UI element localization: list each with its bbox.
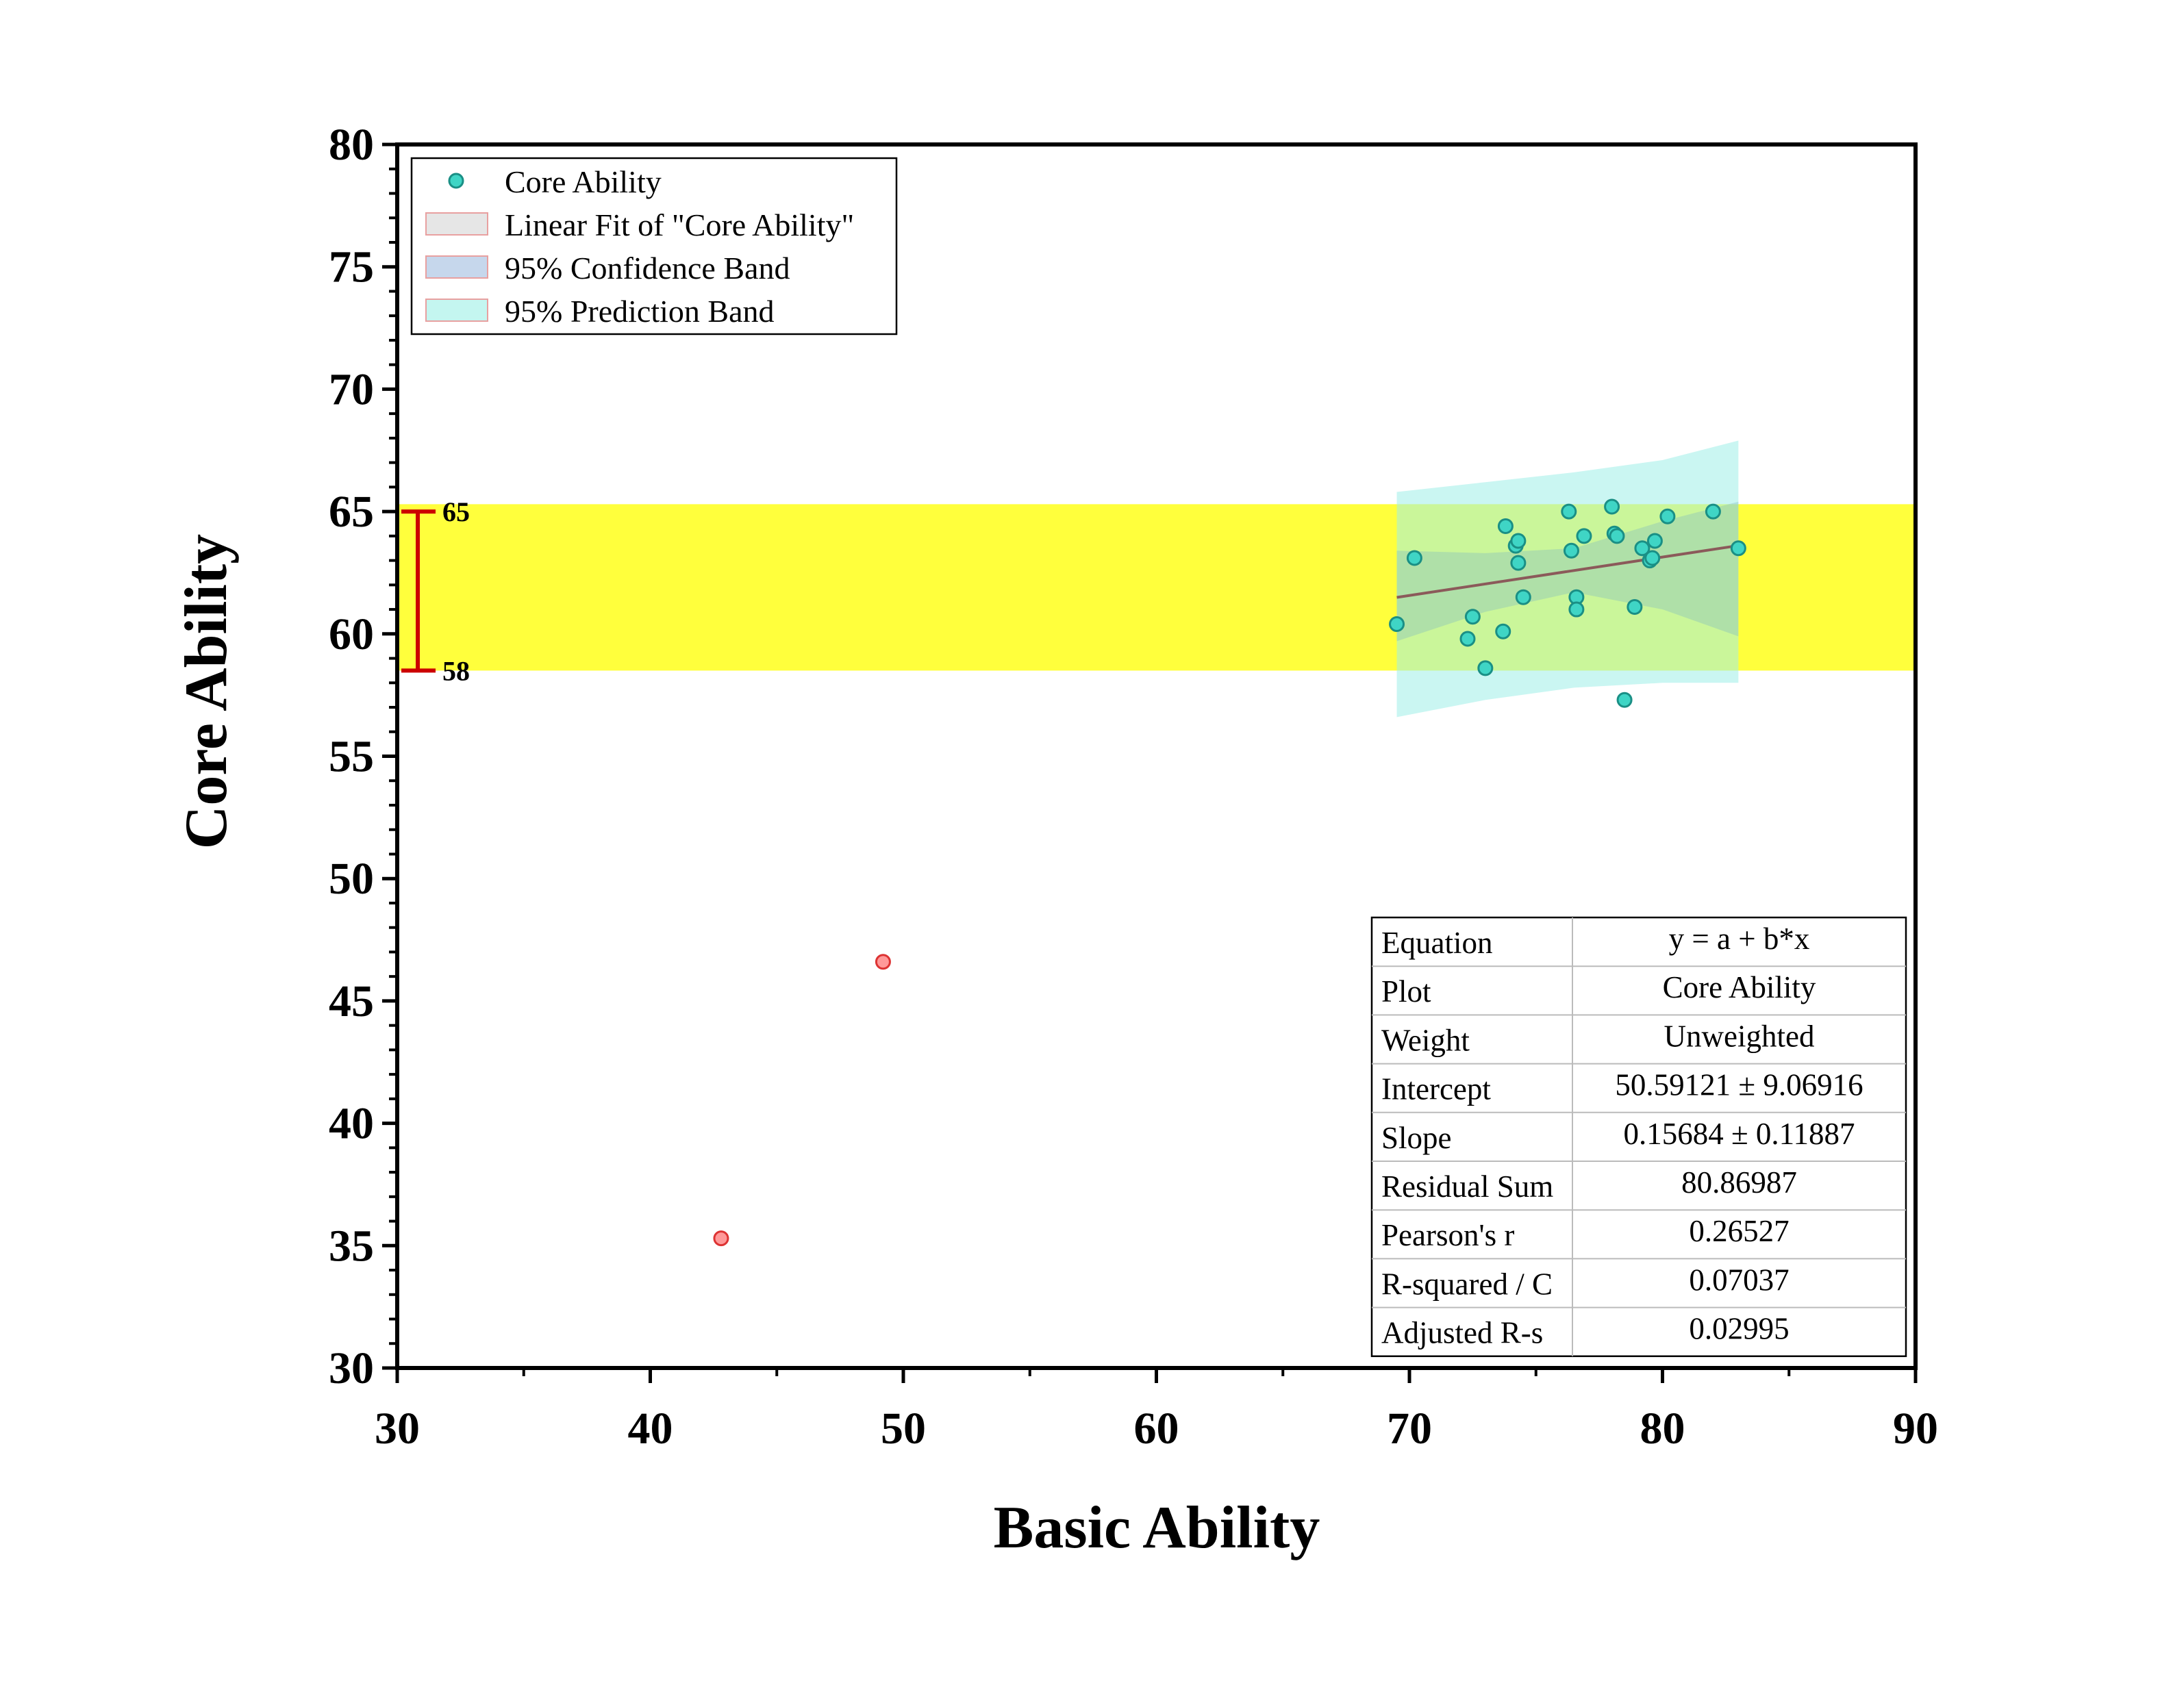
y-tick-label: 35 — [329, 1221, 374, 1271]
legend-marker — [448, 173, 464, 189]
data-point — [1510, 533, 1527, 549]
y-tick-label: 80 — [329, 120, 374, 170]
stats-row-label: Pearson's r — [1381, 1218, 1514, 1252]
data-point — [1627, 598, 1643, 615]
stats-row-label: Equation — [1381, 926, 1492, 960]
data-point — [1515, 589, 1531, 605]
legend-swatch — [425, 299, 488, 322]
data-point — [1646, 533, 1663, 549]
data-point — [1477, 660, 1494, 676]
y-tick-label: 65 — [329, 487, 374, 537]
data-point — [1464, 609, 1481, 625]
legend-box — [410, 157, 898, 335]
stats-row-value: 50.59121 ± 9.06916 — [1615, 1068, 1863, 1102]
data-point — [1459, 631, 1476, 647]
y-tick-label: 40 — [329, 1099, 374, 1149]
plot-layer: 65 58 30 40 50 60 70 80 90 30 35 40 45 50 55 60 65 70 75 80… — [329, 120, 1938, 1454]
data-point — [1563, 542, 1579, 559]
data-point — [1659, 508, 1676, 524]
data-point — [1510, 555, 1527, 571]
legend-swatch — [425, 212, 488, 236]
data-point — [1497, 518, 1514, 535]
x-tick-label: 90 — [1893, 1404, 1938, 1454]
y-tick-label: 55 — [329, 732, 374, 782]
data-point — [1730, 540, 1746, 557]
y-axis-title: Core Ability — [173, 534, 240, 849]
stats-row-label: Slope — [1381, 1121, 1452, 1155]
data-point — [1705, 503, 1721, 520]
stats-row-value: 0.26527 — [1689, 1214, 1789, 1248]
x-tick-label: 50 — [881, 1404, 926, 1454]
stats-row-label: Residual Sum — [1381, 1169, 1553, 1204]
stats-table — [1370, 916, 1907, 1358]
data-point — [1644, 550, 1661, 566]
data-point — [1389, 616, 1405, 633]
legend-label: Core Ability — [505, 164, 662, 199]
x-tick-label: 40 — [628, 1404, 673, 1454]
x-tick-label: 80 — [1640, 1404, 1685, 1454]
stats-row-label: Adjusted R-s — [1381, 1316, 1543, 1350]
x-tick-label: 60 — [1134, 1404, 1179, 1454]
legend-label: 95% Confidence Band — [505, 251, 790, 286]
x-axis-title: Basic Ability — [994, 1495, 1320, 1561]
y-tick-label: 30 — [329, 1343, 374, 1393]
stats-row-label: Plot — [1381, 974, 1431, 1009]
data-point — [1576, 528, 1592, 544]
prediction-band — [1396, 440, 1739, 718]
bracket-top-label: 65 — [442, 496, 470, 527]
y-tick-label: 75 — [329, 242, 374, 292]
y-tick-label: 70 — [329, 364, 374, 414]
x-tick-label: 30 — [375, 1404, 420, 1454]
data-point — [1634, 540, 1650, 557]
y-tick-label: 60 — [329, 609, 374, 659]
outlier-point — [713, 1230, 729, 1247]
legend-label: Linear Fit of "Core Ability" — [505, 207, 854, 242]
data-point — [1604, 498, 1620, 515]
stats-row-value: 0.15684 ± 0.11887 — [1623, 1117, 1855, 1151]
stats-row-value: 80.86987 — [1681, 1165, 1797, 1200]
stats-row-label: R-squared / C — [1381, 1267, 1553, 1301]
stats-row-label: Intercept — [1381, 1072, 1491, 1106]
data-point — [1561, 503, 1577, 520]
x-tick-label: 70 — [1387, 1404, 1432, 1454]
stats-row-value: Core Ability — [1663, 970, 1816, 1004]
fit-line — [1396, 544, 1739, 599]
stats-row-label: Weight — [1381, 1023, 1470, 1057]
stats-row-value: 0.02995 — [1689, 1312, 1789, 1346]
stats-row-value: y = a + b*x — [1669, 922, 1810, 956]
data-point — [1609, 528, 1625, 544]
legend-swatch — [425, 255, 488, 279]
bracket-bottom-label: 58 — [442, 655, 470, 686]
outlier-point — [875, 954, 891, 970]
y-tick-label: 50 — [329, 854, 374, 904]
stats-row-value: Unweighted — [1664, 1019, 1815, 1053]
data-point — [1616, 692, 1633, 708]
stats-row-value: 0.07037 — [1689, 1263, 1789, 1297]
data-point — [1495, 623, 1511, 639]
legend-label: 95% Prediction Band — [505, 294, 775, 329]
y-tick-label: 45 — [329, 976, 374, 1026]
data-point — [1568, 601, 1585, 618]
data-point — [1406, 550, 1422, 566]
